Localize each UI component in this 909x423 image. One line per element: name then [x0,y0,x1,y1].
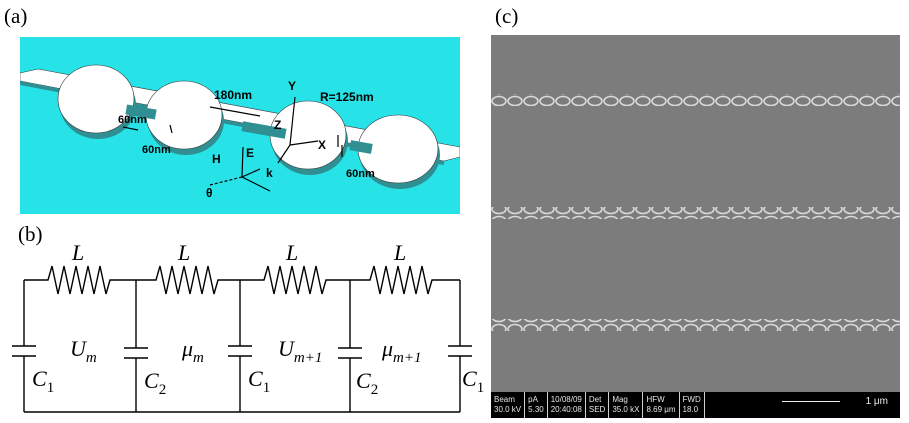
circular-cells [57,64,440,189]
inductor-label-2: L [177,240,190,265]
inductor-label-1: L [71,240,84,265]
thickness-left-annotation: 60nm [142,144,171,156]
panel-c-sem-image: Beam 30.0 kV pA 5.30 10/08/09 20:40:08 Det S… [491,35,900,418]
gap-annotation: 180nm [214,88,252,102]
field-k-label: k [266,166,273,180]
field-h-label: H [212,152,221,166]
sem-info-bar: Beam 30.0 kV pA 5.30 10/08/09 20:40:08 Det S… [491,392,900,418]
width-left-annotation: 60nm [118,114,147,126]
scale-bar [782,401,840,402]
chain-row-3 [491,319,900,331]
node-mu-m: μm [181,336,204,366]
axis-x-label: X [318,138,326,152]
capacitor-label-2: C2 [144,368,166,398]
info-cell-current: pA 5.30 [524,392,548,418]
capacitor-label-1: C1 [32,366,54,396]
info-cell-date: 10/08/09 20:40:08 [547,392,586,418]
info-cell-hfw: HFW 8.69 μm [642,392,680,418]
axis-y-label: Y [288,79,296,93]
info-cell-detector: Det SED [585,392,610,418]
angle-theta-label: θ [206,186,213,200]
panel-a-label: (a) [4,4,28,28]
node-U-m: Um [70,336,97,366]
chain-row-1 [491,94,900,106]
panel-b-label: (b) [18,222,43,246]
capacitor-label-4: C2 [356,368,378,398]
chain-row-2 [491,207,900,219]
inductor-label-4: L [393,240,406,265]
inductor-label-3: L [285,240,298,265]
sem-micrograph [491,35,900,392]
radius-annotation: R=125nm [320,90,374,104]
panel-b-circuit-diagram: L L L L Um μm Um+1 μm+1 C1 C2 C1 C2 C1 [12,240,484,413]
info-cell-beam: Beam 30.0 kV [491,392,526,418]
node-U-m-plus-1: Um+1 [278,336,322,366]
capacitor-label-3: C1 [248,366,270,396]
scale-label: 1 μm [865,396,888,407]
info-cell-magnification: Mag 35.0 kX [608,392,644,418]
field-e-label: E [246,146,254,160]
width-right-annotation: 60nm [346,168,375,180]
axis-z-label: Z [274,118,281,132]
panel-c-label: (c) [495,4,519,28]
info-cell-fwd: FWD 18.0 [679,392,705,418]
node-mu-m-plus-1: μm+1 [381,336,422,366]
capacitor-label-5: C1 [462,366,484,396]
panel-a-structure-diagram: 180nm R=125nm 60nm 60nm 60nm Y Z X H E k… [20,37,460,214]
